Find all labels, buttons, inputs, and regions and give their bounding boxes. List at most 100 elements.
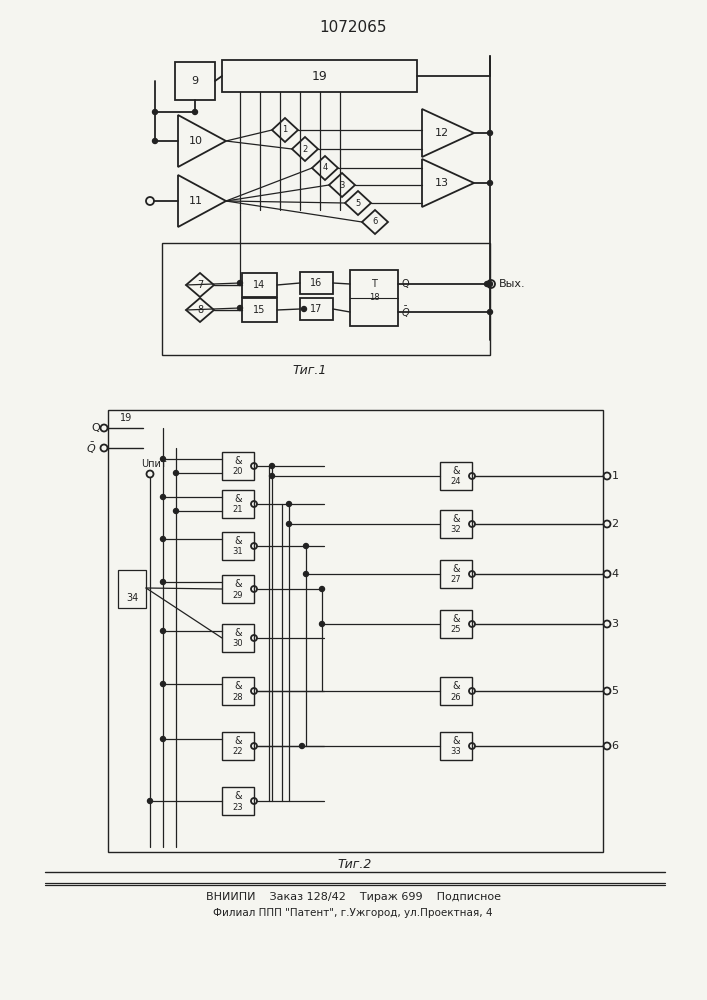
Text: 31: 31 xyxy=(233,548,243,556)
Circle shape xyxy=(153,138,158,143)
Text: &: & xyxy=(234,736,242,746)
Text: 3: 3 xyxy=(339,180,345,190)
Circle shape xyxy=(301,306,307,312)
Text: 1072065: 1072065 xyxy=(320,19,387,34)
Bar xyxy=(222,490,254,518)
Bar xyxy=(440,462,472,490)
Text: 28: 28 xyxy=(233,692,243,702)
Circle shape xyxy=(488,180,493,186)
Circle shape xyxy=(173,471,178,476)
Text: 12: 12 xyxy=(435,128,449,138)
Text: &: & xyxy=(234,536,242,546)
Circle shape xyxy=(300,744,305,748)
Bar xyxy=(118,570,146,608)
Circle shape xyxy=(488,310,493,314)
Text: 2: 2 xyxy=(612,519,619,529)
Circle shape xyxy=(160,456,165,462)
Text: 23: 23 xyxy=(233,802,243,812)
Circle shape xyxy=(173,508,178,514)
Circle shape xyxy=(488,282,493,286)
Circle shape xyxy=(286,522,291,526)
Text: 26: 26 xyxy=(450,692,461,702)
Text: 11: 11 xyxy=(189,196,203,206)
Text: 13: 13 xyxy=(435,178,449,188)
Text: &: & xyxy=(234,494,242,504)
Bar xyxy=(222,732,254,760)
Circle shape xyxy=(269,464,274,468)
Text: 4: 4 xyxy=(322,163,327,172)
Bar xyxy=(222,575,254,603)
Text: &: & xyxy=(234,628,242,638)
Text: &: & xyxy=(234,791,242,801)
Bar xyxy=(440,732,472,760)
Text: 30: 30 xyxy=(233,640,243,648)
Text: 15: 15 xyxy=(253,305,265,315)
Text: 33: 33 xyxy=(450,748,462,756)
Bar xyxy=(222,60,417,92)
Text: 9: 9 xyxy=(192,76,199,86)
Circle shape xyxy=(286,502,291,506)
Circle shape xyxy=(153,109,158,114)
Circle shape xyxy=(148,798,153,804)
Circle shape xyxy=(488,130,493,135)
Circle shape xyxy=(269,474,274,479)
Circle shape xyxy=(320,621,325,626)
Text: 32: 32 xyxy=(450,526,461,534)
Text: 1: 1 xyxy=(282,125,288,134)
Bar xyxy=(300,272,333,294)
Text: &: & xyxy=(452,736,460,746)
Text: 20: 20 xyxy=(233,468,243,477)
Text: 6: 6 xyxy=(373,218,378,227)
Text: &: & xyxy=(452,564,460,574)
Text: 6: 6 xyxy=(612,741,619,751)
Circle shape xyxy=(484,282,489,286)
Text: &: & xyxy=(452,466,460,476)
Text: 22: 22 xyxy=(233,748,243,756)
Bar xyxy=(350,270,398,326)
Bar xyxy=(242,298,277,322)
Circle shape xyxy=(192,109,197,114)
Text: 24: 24 xyxy=(451,478,461,487)
Text: Q: Q xyxy=(91,423,100,433)
Text: 8: 8 xyxy=(197,305,203,315)
Bar xyxy=(162,243,490,355)
Text: 7: 7 xyxy=(197,280,203,290)
Circle shape xyxy=(160,682,165,686)
Text: Τиг.2: Τиг.2 xyxy=(338,858,372,871)
Text: 34: 34 xyxy=(126,593,138,603)
Text: 10: 10 xyxy=(189,136,203,146)
Circle shape xyxy=(303,544,308,548)
Text: &: & xyxy=(452,514,460,524)
Bar xyxy=(440,510,472,538)
Text: &: & xyxy=(452,614,460,624)
Text: 16: 16 xyxy=(310,278,322,288)
Text: 3: 3 xyxy=(612,619,619,629)
Text: 1: 1 xyxy=(612,471,619,481)
Text: 5: 5 xyxy=(356,198,361,208)
Bar xyxy=(108,410,603,852)
Text: 21: 21 xyxy=(233,506,243,514)
Bar xyxy=(222,452,254,480)
Text: &: & xyxy=(234,681,242,691)
Bar xyxy=(175,62,215,100)
Bar xyxy=(440,610,472,638)
Circle shape xyxy=(238,306,243,310)
Text: 19: 19 xyxy=(120,413,132,423)
Text: &: & xyxy=(234,456,242,466)
Bar xyxy=(440,560,472,588)
Circle shape xyxy=(160,536,165,542)
Text: 17: 17 xyxy=(310,304,322,314)
Text: 29: 29 xyxy=(233,590,243,599)
Text: Вых.: Вых. xyxy=(499,279,525,289)
Text: 2: 2 xyxy=(303,144,308,153)
Text: Uпит: Uпит xyxy=(141,459,167,469)
Circle shape xyxy=(160,736,165,742)
Circle shape xyxy=(160,580,165,584)
Bar xyxy=(300,298,333,320)
Text: 5: 5 xyxy=(612,686,619,696)
Text: &: & xyxy=(452,681,460,691)
Bar xyxy=(222,624,254,652)
Text: 4: 4 xyxy=(612,569,619,579)
Circle shape xyxy=(320,586,325,591)
Bar xyxy=(222,532,254,560)
